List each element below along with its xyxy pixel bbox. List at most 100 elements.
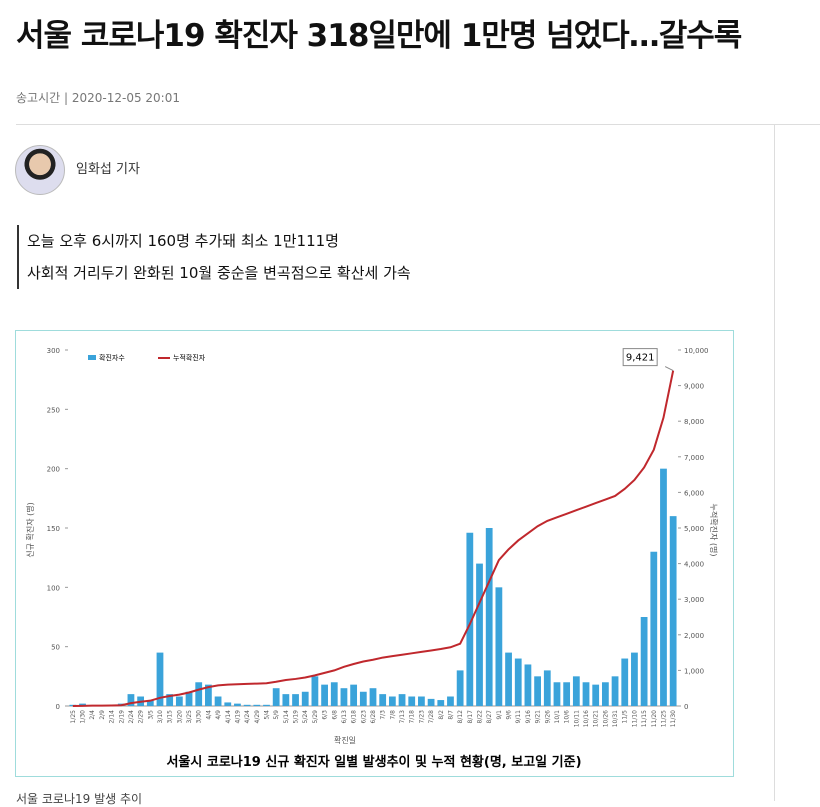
x-tick-label: 6/3 xyxy=(322,710,329,720)
bar xyxy=(669,516,677,706)
time-label: 송고시간 xyxy=(16,91,61,105)
author-photo[interactable] xyxy=(15,145,65,195)
y2-tick-label: 3,000 xyxy=(684,596,704,604)
summary-line: 사회적 거리두기 완화된 10월 중순을 변곡점으로 확산세 가속 xyxy=(27,264,411,282)
x-tick-label: 6/28 xyxy=(370,710,377,724)
bar xyxy=(582,682,590,706)
bar xyxy=(205,684,212,706)
x-tick-label: 9/6 xyxy=(506,710,513,720)
x-tick-label: 5/29 xyxy=(312,710,319,724)
x-tick-label: 8/12 xyxy=(457,710,464,724)
summary: 오늘 오후 6시까지 160명 추가돼 최소 1만111명 사회적 거리두기 완… xyxy=(17,225,411,289)
bar xyxy=(195,682,203,706)
x-tick-label: 10/1 xyxy=(554,710,561,724)
bar xyxy=(572,676,580,706)
x-tick-label: 4/29 xyxy=(254,710,261,724)
bar xyxy=(301,691,309,706)
x-tick-label: 3/30 xyxy=(196,710,203,724)
bar xyxy=(553,682,561,706)
y-tick-label: 50 xyxy=(51,644,60,652)
chart: 서울시 코로나19 신규 확진자 일별 발생추이 및 누적 현황(명, 보고일 … xyxy=(15,330,734,777)
x-tick-label: 10/31 xyxy=(612,710,619,727)
y-tick-label: 250 xyxy=(47,406,60,414)
bar xyxy=(175,696,183,706)
x-tick-label: 5/14 xyxy=(283,710,290,724)
x-tick-label: 8/2 xyxy=(438,710,445,720)
bar xyxy=(408,696,416,706)
time-value: 2020-12-05 20:01 xyxy=(71,91,180,105)
value-label: 9,421 xyxy=(626,353,655,364)
x-tick-label: 11/10 xyxy=(631,710,638,727)
x-tick-label: 4/9 xyxy=(215,710,222,720)
x-tick-label: 7/23 xyxy=(418,710,425,724)
x-tick-label: 10/26 xyxy=(602,710,609,727)
y2-tick-label: 10,000 xyxy=(684,347,709,355)
bar xyxy=(359,691,367,706)
cumulative-line xyxy=(72,370,675,707)
y2-tick-label: 1,000 xyxy=(684,667,704,675)
x-tick-label: 6/23 xyxy=(360,710,367,724)
x-tick-label: 8/7 xyxy=(447,710,454,720)
bar xyxy=(427,698,435,706)
legend-swatch xyxy=(88,355,96,360)
y2-tick-label: 4,000 xyxy=(684,561,704,569)
bar xyxy=(543,670,551,706)
publish-time: 송고시간 | 2020-12-05 20:01 xyxy=(16,91,180,105)
x-tick-label: 1/25 xyxy=(70,710,77,724)
bar xyxy=(185,691,193,706)
bar xyxy=(224,702,232,706)
x-tick-label: 11/30 xyxy=(670,710,677,727)
bar xyxy=(437,700,445,706)
bar xyxy=(156,652,164,706)
x-tick-label: 10/16 xyxy=(583,710,590,727)
x-tick-label: 5/19 xyxy=(293,710,300,724)
bar xyxy=(563,682,571,706)
bar xyxy=(640,617,648,706)
x-tick-label: 3/5 xyxy=(147,710,154,720)
bar xyxy=(514,658,522,706)
y2-tick-label: 5,000 xyxy=(684,525,704,533)
annotation-leader xyxy=(664,366,674,372)
bar xyxy=(524,664,532,706)
x-tick-label: 11/20 xyxy=(651,710,658,727)
y2-axis-label: 누적확진자 (명) xyxy=(709,504,719,557)
x-tick-label: 11/5 xyxy=(622,710,629,724)
x-tick-label: 2/29 xyxy=(138,710,145,724)
x-tick-label: 7/3 xyxy=(380,710,387,720)
x-tick-label: 4/24 xyxy=(244,710,251,724)
y-tick-label: 100 xyxy=(47,584,60,592)
annotation-box xyxy=(622,348,658,367)
column-divider xyxy=(774,124,775,801)
x-tick-label: 10/6 xyxy=(564,710,571,724)
y-axis-label: 신규 확진자 (명) xyxy=(25,502,35,558)
bar xyxy=(127,694,135,706)
bar xyxy=(398,694,406,706)
bar xyxy=(263,704,270,706)
bar xyxy=(592,684,600,706)
x-tick-label: 11/25 xyxy=(660,710,667,727)
bar xyxy=(243,704,251,706)
headline: 서울 코로나19 확진자 318일만에 1만명 넘었다…갈수록 xyxy=(16,18,742,54)
x-tick-label: 5/9 xyxy=(273,710,280,720)
x-tick-label: 7/18 xyxy=(409,710,416,724)
bar xyxy=(234,703,241,706)
x-tick-label: 5/4 xyxy=(263,710,270,720)
chart-title: 서울시 코로나19 신규 확진자 일별 발생추이 및 누적 현황(명, 보고일 … xyxy=(166,754,581,770)
x-tick-label: 8/22 xyxy=(477,710,484,724)
x-tick-label: 9/1 xyxy=(496,710,503,720)
bar xyxy=(311,676,319,706)
y-tick-label: 300 xyxy=(47,347,60,355)
x-tick-label: 8/27 xyxy=(486,710,493,724)
x-tick-label: 7/28 xyxy=(428,710,435,724)
author-name[interactable]: 임화섭 기자 xyxy=(76,162,140,177)
y-tick-label: 150 xyxy=(47,525,60,533)
bar xyxy=(379,694,387,706)
x-tick-label: 2/19 xyxy=(118,710,125,724)
y2-tick-label: 0 xyxy=(684,703,688,711)
bar xyxy=(166,694,174,706)
x-tick-label: 4/14 xyxy=(225,710,232,724)
x-tick-label: 3/10 xyxy=(157,710,164,724)
x-tick-label: 3/15 xyxy=(167,710,174,724)
